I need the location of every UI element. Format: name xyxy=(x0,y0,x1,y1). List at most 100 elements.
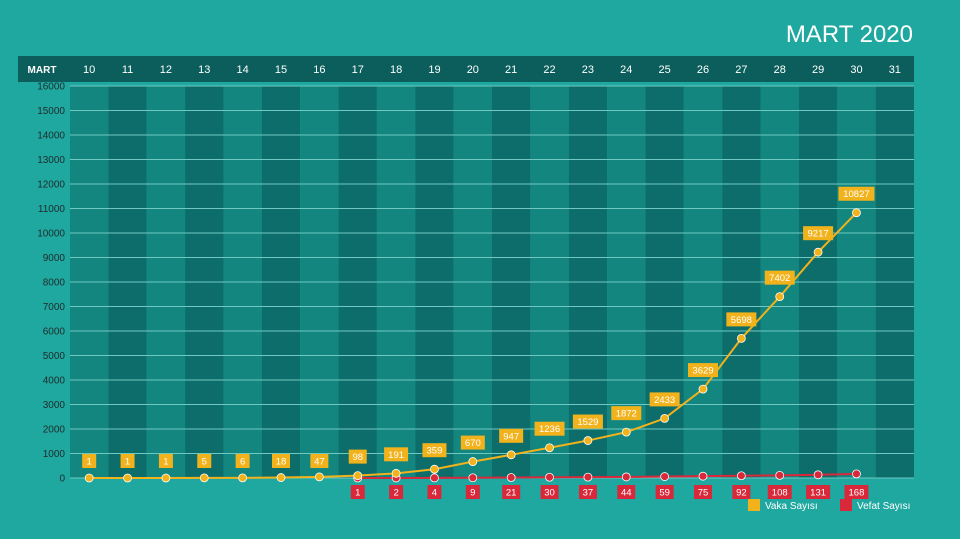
vefat-data-label: 92 xyxy=(736,488,747,499)
vaka-point xyxy=(314,472,324,482)
vefat-data-label: 44 xyxy=(621,488,632,499)
x-tick-label: 15 xyxy=(275,64,287,76)
vaka-badge xyxy=(235,454,250,468)
y-tick-label: 7000 xyxy=(43,302,66,313)
legend-swatch-vaka xyxy=(748,499,760,511)
x-tick-label: 29 xyxy=(812,64,824,76)
vefat-data-label: 1 xyxy=(355,488,360,499)
vaka-point xyxy=(199,473,209,483)
legend-label-vaka: Vaka Sayısı xyxy=(765,501,818,512)
vefat-point xyxy=(852,469,861,479)
vefat-data-label: 131 xyxy=(810,488,826,499)
vaka-badge xyxy=(120,454,135,468)
y-tick-label: 9000 xyxy=(43,253,66,264)
vaka-data-label: 47 xyxy=(314,457,325,468)
y-tick-label: 6000 xyxy=(43,327,66,338)
vefat-data-label: 37 xyxy=(583,488,594,499)
vaka-point xyxy=(621,427,631,437)
y-tick-label: 13000 xyxy=(37,155,65,166)
header-row xyxy=(18,56,914,82)
x-tick-label: 14 xyxy=(237,64,249,76)
vaka-point xyxy=(353,471,363,480)
vaka-badge xyxy=(838,186,875,201)
vaka-badge xyxy=(158,454,173,468)
vefat-point xyxy=(621,472,631,482)
x-tick-label: 26 xyxy=(697,64,709,76)
vaka-point xyxy=(852,208,861,218)
vefat-point xyxy=(583,472,593,482)
x-tick-label: 30 xyxy=(850,64,862,76)
vefat-line xyxy=(357,472,857,479)
vefat-data-label: 168 xyxy=(849,488,865,499)
x-tick-label: 19 xyxy=(428,64,440,76)
vefat-badge xyxy=(350,485,365,499)
vaka-badge xyxy=(499,428,524,443)
legend-swatch-vefat xyxy=(840,499,852,511)
vefat-badge xyxy=(502,485,521,499)
vaka-badge xyxy=(649,392,680,407)
vaka-point xyxy=(545,443,554,453)
vaka-point xyxy=(660,413,670,423)
legend-label-vefat: Vefat Sayısı xyxy=(857,501,910,512)
vaka-data-label: 18 xyxy=(276,457,287,468)
y-tick-label: 16000 xyxy=(37,82,65,93)
vaka-data-label: 3629 xyxy=(692,366,713,377)
vaka-badge xyxy=(534,421,565,436)
y-tick-label: 8000 xyxy=(43,278,66,289)
y-tick-label: 14000 xyxy=(37,131,65,142)
vefat-badge xyxy=(732,485,751,499)
x-tick-label: 17 xyxy=(352,64,364,76)
vaka-badge xyxy=(348,449,367,464)
vefat-point xyxy=(736,471,746,481)
vefat-point xyxy=(660,472,670,481)
x-tick-label: 16 xyxy=(313,64,325,76)
vefat-badge xyxy=(578,485,597,499)
vaka-point xyxy=(161,473,171,483)
y-tick-label: 11000 xyxy=(38,204,66,215)
vaka-data-label: 1872 xyxy=(616,409,637,420)
x-tick-label: 11 xyxy=(122,64,133,76)
vaka-point xyxy=(583,436,593,445)
vefat-badge xyxy=(389,485,404,499)
vaka-data-label: 1 xyxy=(87,457,92,468)
vefat-data-label: 108 xyxy=(772,488,788,499)
y-tick-label: 10000 xyxy=(37,229,65,240)
x-tick-label: 13 xyxy=(198,64,210,76)
vaka-badge xyxy=(572,414,603,429)
x-tick-label: 10 xyxy=(83,64,95,76)
vefat-point xyxy=(430,473,439,483)
vaka-badge xyxy=(384,447,409,462)
vaka-data-label: 5698 xyxy=(731,315,752,326)
x-tick-label: 22 xyxy=(543,64,555,76)
vaka-data-label: 1529 xyxy=(577,417,598,428)
vefat-data-label: 75 xyxy=(698,488,709,499)
vefat-data-label: 30 xyxy=(544,488,555,499)
vaka-badge xyxy=(197,454,212,468)
vaka-badge xyxy=(310,454,329,468)
vaka-point xyxy=(391,468,401,478)
x-tick-label: 23 xyxy=(582,64,594,76)
vaka-point xyxy=(775,292,785,302)
x-tick-label: 20 xyxy=(467,64,479,76)
vaka-point xyxy=(698,384,708,394)
vaka-badge xyxy=(82,454,97,468)
vaka-data-label: 7402 xyxy=(769,273,790,284)
vefat-badge xyxy=(806,485,831,499)
vaka-point xyxy=(813,247,823,257)
x-axis-header: MART xyxy=(28,65,57,76)
vaka-data-label: 2433 xyxy=(654,395,675,406)
vaka-badge xyxy=(272,454,290,468)
x-tick-label: 18 xyxy=(390,64,402,76)
vaka-data-label: 1236 xyxy=(539,424,560,435)
vaka-data-label: 1 xyxy=(125,457,130,468)
x-tick-label: 24 xyxy=(620,64,632,76)
vefat-badge xyxy=(767,485,792,499)
vefat-data-label: 9 xyxy=(470,488,475,499)
vefat-badge xyxy=(655,485,674,499)
vefat-badge xyxy=(694,485,712,499)
y-tick-label: 15000 xyxy=(37,106,65,117)
vefat-data-label: 21 xyxy=(506,488,517,499)
vaka-badge xyxy=(460,435,485,450)
